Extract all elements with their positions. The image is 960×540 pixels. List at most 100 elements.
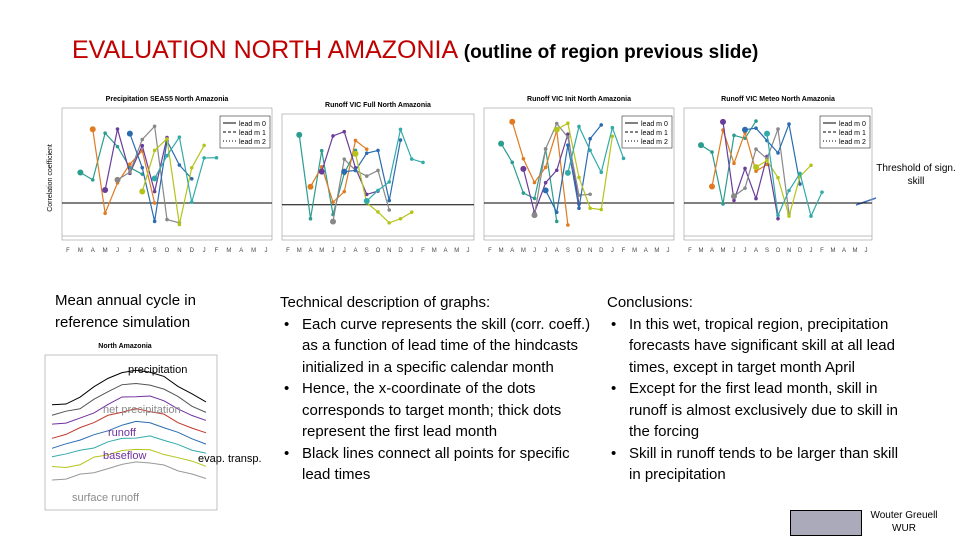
slide-title: EVALUATION NORTH AMAZONIA (outline of re… bbox=[72, 36, 758, 65]
skill-dot bbox=[165, 153, 169, 158]
panel-title: Precipitation SEAS5 North Amazonia bbox=[106, 96, 229, 103]
month-label: M bbox=[103, 248, 108, 254]
skill-dot bbox=[732, 198, 736, 203]
month-label: S bbox=[153, 248, 157, 254]
month-label: S bbox=[765, 248, 769, 254]
skill-curve bbox=[92, 129, 156, 216]
skill-dot bbox=[509, 118, 516, 125]
skill-curve bbox=[556, 122, 613, 211]
annual-curve bbox=[51, 420, 207, 449]
skill-dot bbox=[599, 123, 604, 127]
skill-curve bbox=[80, 131, 143, 181]
skill-dot bbox=[165, 137, 169, 141]
skill-curve bbox=[141, 137, 205, 225]
skill-dot bbox=[588, 148, 592, 153]
skill-dot bbox=[510, 160, 515, 165]
panel-frame bbox=[281, 113, 475, 241]
skill-dot bbox=[202, 156, 206, 160]
month-label: J bbox=[203, 248, 206, 254]
technical-bullet: Each curve represents the skill (corr. c… bbox=[284, 314, 600, 379]
skill-dot bbox=[151, 175, 158, 182]
skill-dot bbox=[409, 157, 414, 161]
month-label: A bbox=[510, 248, 514, 254]
skill-dot bbox=[521, 191, 526, 195]
month-label: J bbox=[544, 248, 547, 254]
skill-curve bbox=[567, 124, 625, 174]
skill-dot bbox=[577, 206, 581, 211]
annual-curve bbox=[51, 395, 207, 425]
skill-curve bbox=[117, 124, 180, 224]
skill-dot bbox=[776, 151, 780, 155]
month-label: J bbox=[865, 248, 868, 254]
month-label: M bbox=[721, 248, 726, 254]
skill-dot bbox=[307, 183, 314, 190]
skill-dot bbox=[542, 187, 549, 194]
annual-curve bbox=[51, 369, 207, 406]
skill-dot bbox=[543, 180, 548, 185]
month-label: M bbox=[454, 248, 459, 254]
annual-curve bbox=[51, 448, 207, 468]
skill-dot bbox=[588, 192, 592, 197]
skill-dot bbox=[588, 206, 592, 211]
annual-label: runoff bbox=[108, 427, 137, 439]
skill-dot bbox=[387, 180, 392, 184]
skill-dot bbox=[731, 193, 737, 200]
month-label: F bbox=[820, 248, 824, 254]
skill-dot bbox=[128, 162, 132, 166]
month-label: M bbox=[632, 248, 637, 254]
skill-dot bbox=[566, 132, 570, 136]
skill-dot bbox=[421, 160, 425, 165]
month-label: O bbox=[776, 248, 781, 254]
skill-dot bbox=[721, 202, 725, 206]
skill-curve bbox=[332, 157, 390, 222]
month-label: M bbox=[78, 248, 83, 254]
skill-dot bbox=[543, 165, 548, 170]
month-label: F bbox=[622, 248, 626, 254]
month-label: M bbox=[521, 248, 526, 254]
skill-dot bbox=[520, 165, 527, 172]
skill-curve bbox=[722, 121, 779, 219]
month-label: M bbox=[297, 248, 302, 254]
month-label: M bbox=[699, 248, 704, 254]
author-name: Wouter Greuell bbox=[870, 510, 938, 521]
skill-curve bbox=[511, 121, 569, 226]
skill-dot bbox=[531, 212, 538, 219]
month-label: J bbox=[533, 248, 536, 254]
skill-dot bbox=[754, 169, 758, 173]
skill-dot bbox=[189, 176, 194, 181]
month-label: D bbox=[599, 248, 604, 254]
month-label: D bbox=[798, 248, 803, 254]
skill-dot bbox=[90, 178, 95, 182]
skill-dot bbox=[102, 187, 109, 194]
skill-dot bbox=[532, 180, 537, 185]
skill-dot bbox=[566, 223, 570, 227]
skill-curve bbox=[154, 135, 217, 203]
month-label: M bbox=[226, 248, 231, 254]
legend-label: lead m 1 bbox=[239, 130, 266, 137]
skill-dot bbox=[732, 161, 736, 166]
month-label: F bbox=[421, 248, 425, 254]
skill-dot bbox=[126, 130, 133, 137]
skill-curve bbox=[344, 139, 402, 201]
month-label: A bbox=[644, 248, 648, 254]
skill-dot bbox=[577, 175, 581, 180]
panel-frame bbox=[683, 107, 873, 241]
skill-dot bbox=[341, 168, 348, 175]
month-label: J bbox=[810, 248, 813, 254]
month-label: F bbox=[66, 248, 70, 254]
month-label: A bbox=[443, 248, 447, 254]
skill-dot bbox=[331, 200, 335, 204]
skill-dot bbox=[189, 165, 194, 170]
month-label: M bbox=[319, 248, 324, 254]
month-label: M bbox=[654, 248, 659, 254]
skill-dot bbox=[765, 158, 769, 163]
skill-curve bbox=[321, 130, 379, 196]
skill-dot bbox=[152, 189, 157, 194]
month-label: A bbox=[754, 248, 758, 254]
annual-label: baseflow bbox=[103, 450, 146, 462]
skill-dot bbox=[577, 193, 581, 198]
skill-dot bbox=[177, 163, 182, 167]
month-label: J bbox=[744, 248, 747, 254]
